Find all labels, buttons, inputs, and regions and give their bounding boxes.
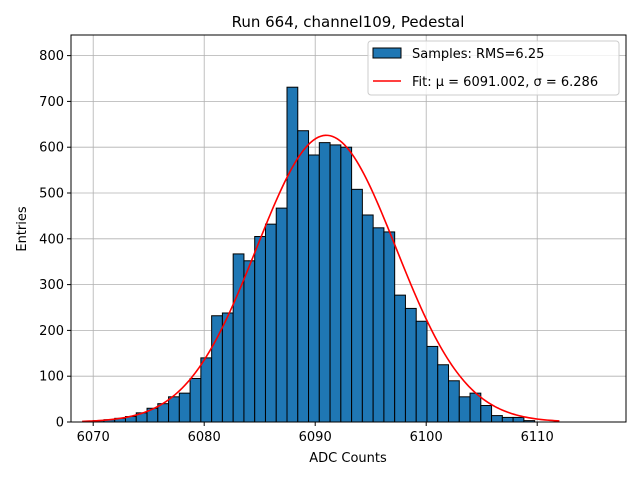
histogram-bar (372, 227, 385, 423)
histogram-bar (264, 223, 277, 423)
x-tick-label: 6110 (521, 430, 554, 445)
x-tick-label: 6100 (410, 430, 443, 445)
histogram-bar (200, 357, 213, 423)
x-axis-label: ADC Counts (309, 451, 387, 466)
x-tick-label: 6070 (77, 430, 110, 445)
histogram-bar (426, 345, 439, 423)
y-tick-label: 700 (39, 95, 64, 110)
legend: Samples: RMS=6.25 Fit: μ = 6091.002, σ =… (367, 40, 620, 96)
histogram-bar (189, 377, 202, 423)
histogram-bar (178, 392, 191, 423)
histogram-bar (243, 260, 256, 423)
histogram-bar (286, 86, 299, 423)
histogram-bar (361, 214, 374, 423)
legend-box (367, 40, 620, 96)
histogram-bar (501, 416, 514, 423)
y-tick-label: 100 (39, 370, 64, 385)
y-tick-label: 300 (39, 278, 64, 293)
plot-frame (70, 34, 627, 423)
y-tick-label: 0 (56, 416, 64, 431)
histogram-bar (232, 253, 245, 423)
histogram-bar (254, 236, 266, 423)
y-axis-label: Entries (15, 206, 30, 252)
histogram-bar (394, 294, 406, 423)
histogram-bar (168, 396, 180, 423)
histogram-bar (383, 231, 396, 423)
histogram-bar (415, 320, 428, 423)
histogram-bar (221, 312, 234, 423)
histogram-bar (448, 380, 460, 423)
histogram-bar (340, 146, 353, 423)
histogram-bar (480, 405, 493, 423)
y-tick-label: 500 (39, 187, 64, 202)
y-tick-label: 200 (39, 324, 64, 339)
ticks-layer: 6070 6080 6090 6100 6110 0 100 200 300 400 500 600 7… (39, 49, 554, 445)
histogram-bar (329, 144, 342, 423)
fit-layer (82, 134, 560, 423)
chart-title: Run 664, channel109, Pedestal (232, 13, 465, 31)
legend-histogram-swatch (372, 47, 402, 59)
y-tick-label: 400 (39, 232, 64, 247)
y-tick-label: 600 (39, 141, 64, 156)
histogram-bar (437, 364, 450, 423)
legend-fit-label: Fit: μ = 6091.002, σ = 6.286 (412, 75, 598, 90)
histogram-bar (308, 154, 320, 423)
x-tick-label: 6080 (188, 430, 221, 445)
legend-histogram-label: Samples: RMS=6.25 (412, 47, 544, 62)
histogram-bar (458, 396, 471, 423)
y-tick-label: 800 (39, 49, 64, 64)
histogram-bar (297, 130, 310, 423)
x-tick-label: 6090 (299, 430, 332, 445)
histogram-bar (512, 416, 525, 423)
fit-curve (82, 134, 560, 423)
histogram-bar (491, 415, 503, 423)
histogram-bar (318, 142, 331, 423)
histogram-bar (469, 392, 482, 423)
histogram-bar (351, 188, 363, 423)
histogram-bar (404, 307, 417, 423)
histogram-bar (275, 207, 288, 423)
